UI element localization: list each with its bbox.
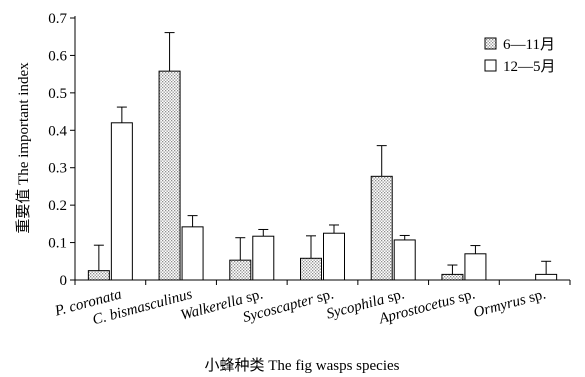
- legend: 6—11月 12—5月: [484, 37, 556, 75]
- bar: [87, 270, 110, 281]
- legend-label: 12—5月: [503, 59, 556, 75]
- bar: [393, 239, 416, 281]
- bar: [181, 226, 204, 281]
- x-tick-label: Ormyrus sp.: [472, 286, 548, 321]
- bar: [110, 122, 133, 281]
- y-axis-label: 重要值 The important index: [15, 62, 32, 234]
- y-tick-label: 0.6: [48, 48, 67, 64]
- bar: [535, 273, 558, 281]
- y-tick-label: 0.1: [48, 236, 67, 252]
- y-tick-label: 0: [60, 273, 68, 289]
- bar: [229, 259, 252, 281]
- bar: [300, 257, 322, 281]
- legend-swatch: [484, 59, 497, 72]
- bar: [252, 235, 275, 281]
- y-tick-label: 0.4: [48, 123, 67, 139]
- bar: [158, 70, 181, 281]
- bar: [323, 232, 345, 281]
- legend-swatch: [484, 37, 497, 50]
- bar: [441, 273, 464, 281]
- bar: [370, 175, 393, 281]
- y-tick-label: 0.2: [48, 198, 67, 214]
- x-axis-label: 小蜂种类 The fig wasps species: [205, 357, 400, 374]
- y-tick-label: 0.3: [48, 161, 67, 177]
- y-tick-label: 0.7: [48, 11, 67, 27]
- y-tick-label: 0.5: [48, 86, 67, 102]
- bar: [464, 253, 487, 281]
- legend-label: 6—11月: [503, 37, 555, 53]
